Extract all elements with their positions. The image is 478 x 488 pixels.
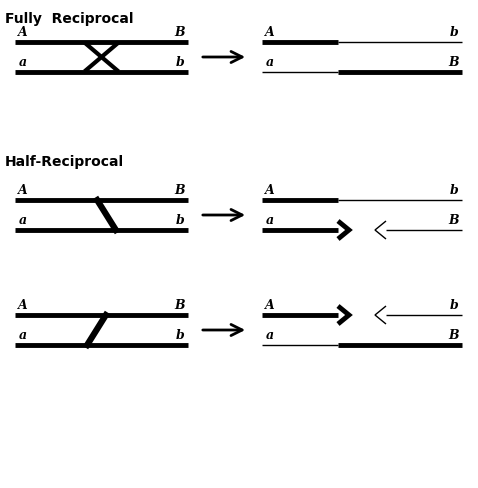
Text: b: b bbox=[175, 56, 185, 69]
Text: Half-Reciprocal: Half-Reciprocal bbox=[5, 155, 124, 169]
Text: A: A bbox=[18, 184, 28, 197]
Text: A: A bbox=[265, 184, 275, 197]
Text: A: A bbox=[18, 26, 28, 39]
Text: A: A bbox=[265, 299, 275, 312]
Text: a: a bbox=[266, 56, 274, 69]
Text: B: B bbox=[174, 26, 185, 39]
Text: a: a bbox=[19, 329, 27, 342]
Text: a: a bbox=[266, 214, 274, 227]
Text: B: B bbox=[449, 329, 459, 342]
Text: A: A bbox=[18, 299, 28, 312]
Text: B: B bbox=[174, 184, 185, 197]
Text: b: b bbox=[175, 329, 185, 342]
Text: A: A bbox=[265, 26, 275, 39]
Text: b: b bbox=[450, 299, 458, 312]
Text: b: b bbox=[450, 184, 458, 197]
Text: Fully  Reciprocal: Fully Reciprocal bbox=[5, 12, 133, 26]
Text: a: a bbox=[19, 214, 27, 227]
Text: b: b bbox=[175, 214, 185, 227]
Text: a: a bbox=[19, 56, 27, 69]
Text: b: b bbox=[450, 26, 458, 39]
Text: B: B bbox=[449, 56, 459, 69]
Text: a: a bbox=[266, 329, 274, 342]
Text: B: B bbox=[174, 299, 185, 312]
Text: B: B bbox=[449, 214, 459, 227]
